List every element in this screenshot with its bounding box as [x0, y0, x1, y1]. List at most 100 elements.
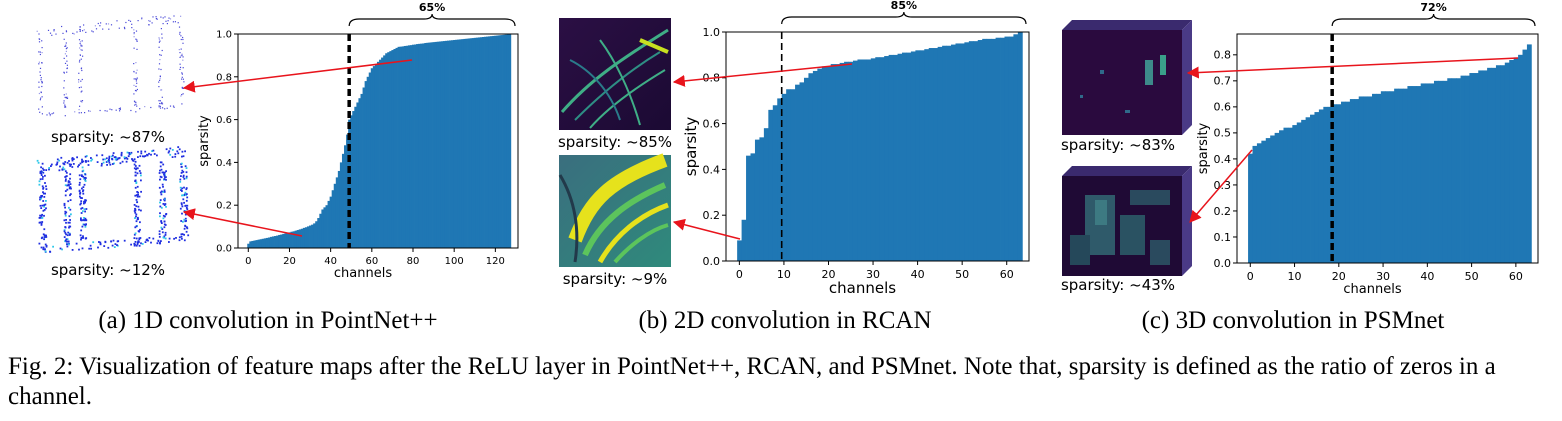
- x-tick-label: 20: [283, 256, 296, 267]
- bar: [508, 34, 512, 248]
- bar: [759, 137, 765, 261]
- bar: [1270, 135, 1276, 263]
- bar: [280, 234, 283, 248]
- y-tick-label: 0.6: [216, 115, 232, 126]
- bar: [432, 42, 436, 248]
- bar: [442, 41, 446, 249]
- bar: [1438, 80, 1444, 263]
- butterfly-feature-map-sparse-icon: [559, 18, 671, 130]
- x-tick-label: 100: [445, 256, 464, 267]
- bar: [1358, 96, 1364, 263]
- bar: [397, 46, 401, 249]
- thumb-label-b1: sparsity: ~85%: [558, 133, 672, 151]
- bar: [370, 68, 374, 249]
- bar: [395, 47, 398, 248]
- bar: [315, 221, 318, 248]
- bar: [300, 228, 304, 248]
- x-tick-label: 40: [324, 256, 337, 267]
- bar: [341, 153, 345, 248]
- bar: [870, 58, 876, 262]
- bar: [781, 93, 787, 261]
- bar: [488, 36, 491, 248]
- bar: [311, 224, 314, 248]
- bar: [486, 36, 489, 248]
- bar: [1478, 70, 1484, 264]
- bar: [251, 240, 254, 248]
- bar: [455, 39, 458, 248]
- y-tick-label: 0.7: [1214, 75, 1232, 88]
- bar: [1367, 96, 1373, 263]
- panel-caption-a: (a) 1D convolution in PointNet++: [98, 307, 437, 334]
- bar: [1252, 145, 1258, 263]
- bar: [317, 218, 320, 248]
- bar: [500, 35, 503, 248]
- bar: [986, 38, 992, 262]
- x-tick-label: 50: [1465, 270, 1479, 283]
- bar: [354, 106, 357, 248]
- bar: [453, 39, 456, 248]
- panel-b-thumbnails: sparsity: ~85% sparsity: ~9%: [558, 18, 672, 288]
- bar: [401, 46, 405, 248]
- bar: [1469, 73, 1475, 263]
- bar: [426, 42, 429, 248]
- x-axis-label: channels: [1343, 282, 1401, 297]
- y-tick-label: 1.0: [703, 26, 721, 39]
- bar: [463, 38, 466, 248]
- bar: [411, 44, 415, 249]
- bar: [1341, 101, 1346, 263]
- brace-label: 65%: [419, 1, 445, 14]
- bar: [1274, 132, 1280, 263]
- bar: [1301, 119, 1307, 264]
- bar: [1504, 62, 1510, 264]
- y-tick-label: 0.1: [1214, 231, 1232, 244]
- bar: [995, 37, 1001, 261]
- bar: [1261, 140, 1267, 263]
- bar: [1332, 104, 1337, 263]
- cost-volume-dense-icon: [1062, 166, 1192, 276]
- y-tick-label: 0.6: [703, 117, 721, 130]
- bar: [1389, 91, 1395, 263]
- bar: [1327, 106, 1333, 263]
- bar: [897, 53, 903, 261]
- panel-c-thumbnails: sparsity: ~83% sparsity: ~43%: [1061, 20, 1192, 294]
- arrow-a1: [182, 59, 413, 93]
- bar: [1265, 138, 1271, 263]
- bar: [346, 134, 349, 248]
- x-tick-label: 60: [1000, 268, 1014, 281]
- bar: [1372, 93, 1377, 263]
- bar: [848, 61, 854, 261]
- x-tick-label: 0: [736, 268, 743, 281]
- bar: [436, 41, 440, 249]
- bar: [292, 231, 296, 248]
- bar: [924, 49, 930, 261]
- x-tick-label: 40: [1420, 270, 1434, 283]
- bar: [352, 111, 355, 248]
- bar: [795, 84, 800, 261]
- x-axis-label: channels: [829, 279, 896, 297]
- bar: [364, 81, 368, 248]
- bar: [490, 36, 493, 248]
- bar: [1013, 34, 1019, 261]
- plot-frame: [1236, 33, 1539, 264]
- thumb-label-c2: sparsity: ~43%: [1061, 276, 1175, 294]
- bar: [446, 40, 450, 248]
- cost-volume-sparse-icon: [1062, 20, 1192, 135]
- y-tick-label: 0.5: [1214, 127, 1232, 140]
- bar: [422, 43, 425, 248]
- bar: [910, 51, 916, 261]
- bar: [1398, 88, 1404, 264]
- x-tick-label: 60: [1509, 270, 1523, 283]
- bar: [255, 240, 258, 248]
- bar: [459, 39, 462, 248]
- bar: [835, 64, 841, 261]
- bar: [420, 43, 423, 248]
- bar: [1460, 75, 1466, 263]
- x-tick-label: 10: [777, 268, 791, 281]
- x-tick-label: 0: [1247, 270, 1254, 283]
- bar: [304, 227, 308, 248]
- bar: [1522, 49, 1528, 263]
- bar: [391, 50, 394, 248]
- bar: [344, 145, 347, 248]
- bar: [830, 64, 836, 261]
- bar: [826, 66, 832, 261]
